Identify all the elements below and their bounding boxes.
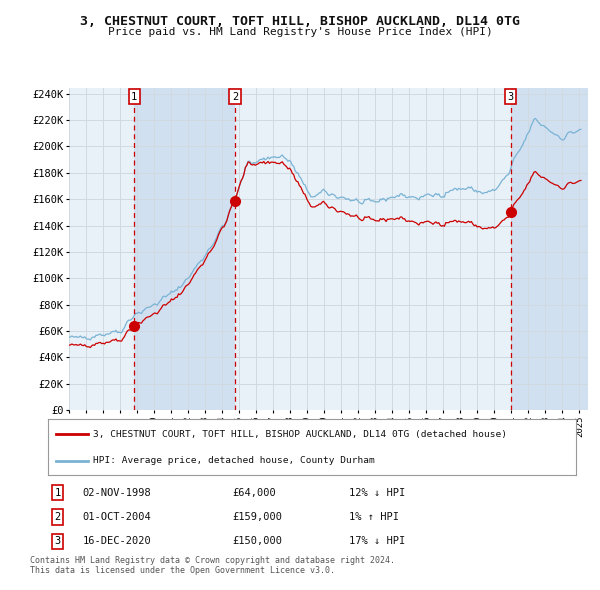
Text: 3, CHESTNUT COURT, TOFT HILL, BISHOP AUCKLAND, DL14 0TG (detached house): 3, CHESTNUT COURT, TOFT HILL, BISHOP AUC… [93,430,507,438]
Text: 1% ↑ HPI: 1% ↑ HPI [349,512,399,522]
Text: 3, CHESTNUT COURT, TOFT HILL, BISHOP AUCKLAND, DL14 0TG: 3, CHESTNUT COURT, TOFT HILL, BISHOP AUC… [80,15,520,28]
Text: £150,000: £150,000 [233,536,283,546]
Text: £159,000: £159,000 [233,512,283,522]
Text: Contains HM Land Registry data © Crown copyright and database right 2024.
This d: Contains HM Land Registry data © Crown c… [30,556,395,575]
Bar [134,88,235,410]
Text: 17% ↓ HPI: 17% ↓ HPI [349,536,405,546]
Text: 16-DEC-2020: 16-DEC-2020 [82,536,151,546]
Text: £64,000: £64,000 [233,488,277,497]
Text: 1: 1 [131,91,137,101]
Text: 02-NOV-1998: 02-NOV-1998 [82,488,151,497]
Bar [511,88,588,410]
Text: 01-OCT-2004: 01-OCT-2004 [82,512,151,522]
Text: Price paid vs. HM Land Registry's House Price Index (HPI): Price paid vs. HM Land Registry's House … [107,27,493,37]
Text: 1: 1 [55,488,61,497]
Text: 3: 3 [55,536,61,546]
Text: 2: 2 [232,91,238,101]
Text: HPI: Average price, detached house, County Durham: HPI: Average price, detached house, Coun… [93,457,374,466]
Text: 3: 3 [508,91,514,101]
Text: 2: 2 [55,512,61,522]
Text: 12% ↓ HPI: 12% ↓ HPI [349,488,405,497]
